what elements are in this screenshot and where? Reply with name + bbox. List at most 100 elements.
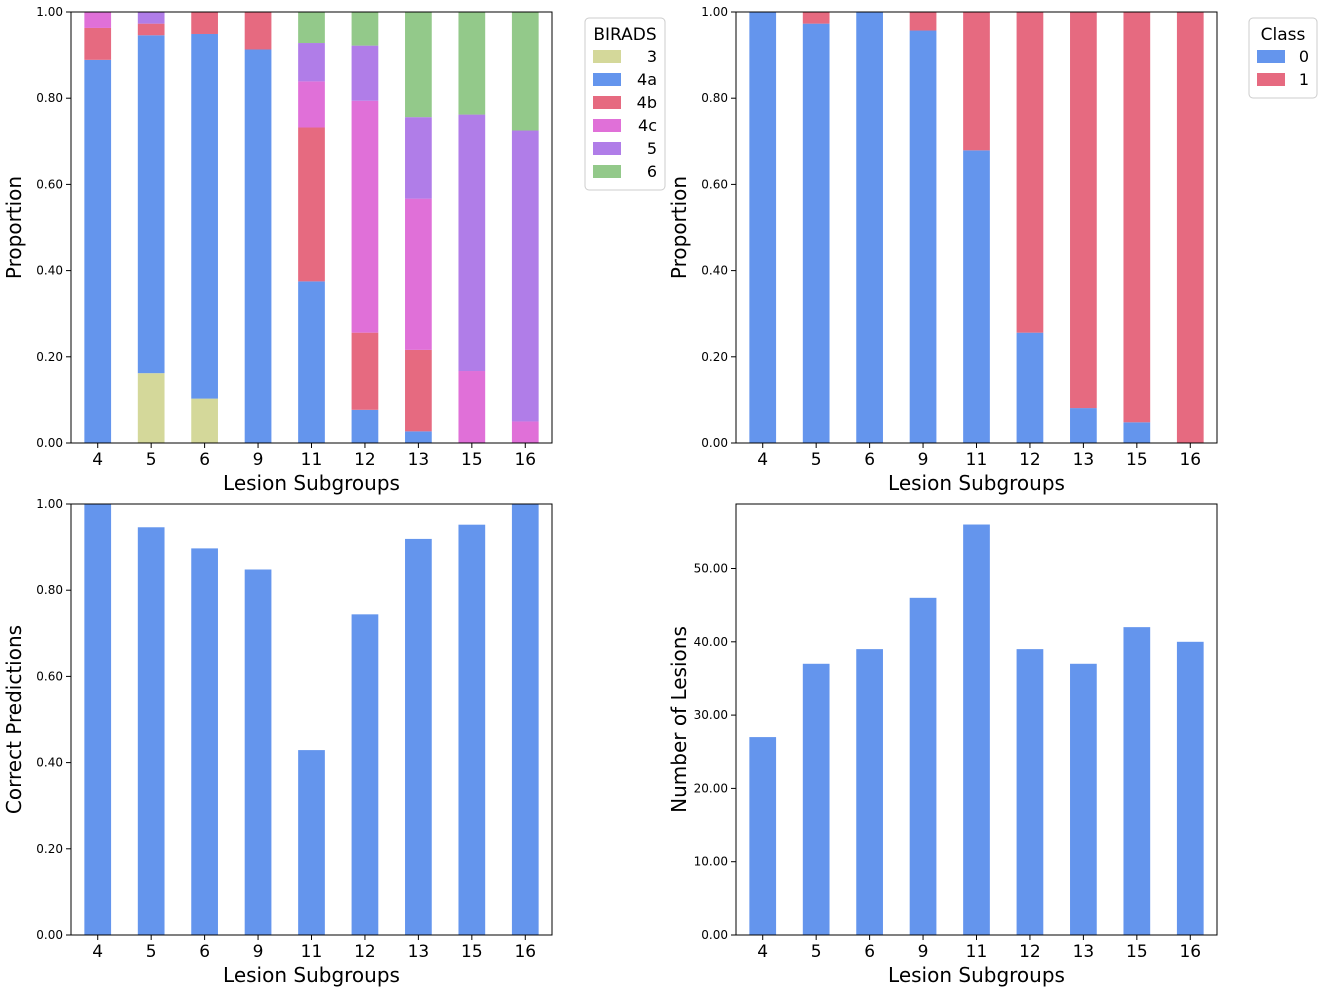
x-tick-label: 5: [146, 450, 157, 470]
legend-swatch-3: [593, 50, 621, 63]
y-tick-label: 50.00: [694, 562, 728, 576]
x-tick-label: 11: [966, 450, 988, 470]
y-tick-label: 0.00: [36, 928, 63, 942]
bar-accuracy-15: [458, 524, 486, 935]
bar-4a-12: [351, 409, 379, 443]
x-tick-label: 4: [92, 450, 103, 470]
legend: BIRADS 3 4a 4b 4c 5 6: [584, 17, 666, 191]
bar-count-12: [1016, 649, 1044, 935]
bar-6-11: [298, 12, 325, 44]
y-tick-label: 0.40: [701, 264, 728, 278]
x-tick-label: 9: [253, 942, 264, 962]
x-axis-label: Lesion Subgroups: [888, 963, 1065, 987]
bar-0-15: [1123, 422, 1151, 443]
y-tick-label: 20.00: [694, 781, 728, 795]
legend: Class 0 1: [1248, 17, 1318, 99]
y-tick-label: 1.00: [36, 497, 63, 511]
bar-accuracy-16: [511, 504, 539, 935]
x-tick-label: 13: [408, 942, 430, 962]
legend-swatch-6: [593, 165, 621, 178]
x-tick-label: 13: [1073, 942, 1095, 962]
y-tick-label: 0.20: [701, 350, 728, 364]
y-tick-label: 40.00: [694, 635, 728, 649]
y-axis-label: Proportion: [667, 176, 691, 279]
bar-0-5: [802, 23, 830, 443]
bar-accuracy-13: [405, 538, 432, 935]
bar-4b-11: [298, 127, 325, 282]
legend-label-4b: 4b: [637, 93, 657, 112]
x-tick-label: 9: [918, 942, 929, 962]
y-tick-label: 0.80: [36, 583, 63, 597]
bar-accuracy-5: [137, 527, 165, 935]
x-tick-label: 16: [514, 450, 536, 470]
bar-4a-5: [137, 35, 165, 374]
bar-0-12: [1016, 332, 1044, 443]
bar-1-16: [1176, 12, 1204, 443]
legend-swatch-0: [1257, 50, 1285, 63]
x-tick-label: 6: [864, 450, 875, 470]
legend-label-1: 1: [1299, 70, 1309, 89]
x-tick-label: 5: [811, 450, 822, 470]
y-tick-label: 0.00: [701, 436, 728, 450]
bar-3-5: [137, 373, 165, 443]
x-tick-label: 15: [1126, 942, 1148, 962]
y-tick-label: 0.20: [36, 842, 63, 856]
bar-1-13: [1070, 12, 1097, 409]
bar-1-12: [1016, 12, 1044, 333]
bar-4b-5: [137, 23, 165, 36]
legend-swatch-1: [1257, 73, 1285, 86]
y-axis-label: Proportion: [2, 176, 26, 279]
bar-4b-9: [244, 12, 272, 50]
bar-accuracy-6: [191, 548, 218, 935]
bar-1-15: [1123, 12, 1151, 423]
x-tick-label: 16: [1179, 942, 1201, 962]
y-tick-label: 10.00: [694, 855, 728, 869]
legend-swatch-4b: [593, 96, 621, 109]
x-tick-label: 12: [1019, 450, 1041, 470]
bar-4a-6: [191, 33, 218, 399]
bar-4c-15: [458, 371, 486, 443]
bar-4a-9: [244, 49, 272, 443]
legend-label-3: 3: [647, 47, 657, 66]
bar-count-15: [1123, 627, 1151, 935]
bar-4b-6: [191, 12, 218, 34]
bar-5-12: [351, 45, 379, 101]
x-tick-label: 4: [92, 942, 103, 962]
bar-accuracy-11: [298, 750, 325, 935]
bar-accuracy-12: [351, 614, 379, 935]
bar-accuracy-4: [84, 504, 112, 935]
legend-label-4c: 4c: [638, 116, 657, 135]
legend-label-4a: 4a: [637, 70, 657, 89]
chart-panel-3: 0.00 0.20 0.40 0.60 0.80 1.00 4 5 6 9 11 12 13 15 16 Le…: [2, 497, 553, 987]
x-tick-label: 12: [354, 450, 376, 470]
bar-5-5: [137, 12, 165, 24]
x-axis-label: Lesion Subgroups: [888, 471, 1065, 495]
bar-1-9: [909, 12, 937, 31]
y-tick-label: 0.80: [701, 91, 728, 105]
y-tick-label: 0.80: [36, 91, 63, 105]
bar-4c-13: [405, 198, 432, 350]
bar-4c-4: [84, 12, 112, 28]
y-tick-label: 0.40: [36, 756, 63, 770]
bar-4a-11: [298, 281, 325, 444]
y-axis-label: Correct Predictions: [2, 625, 26, 814]
bar-0-11: [963, 150, 990, 443]
x-tick-label: 4: [757, 450, 768, 470]
bar-count-4: [749, 737, 777, 935]
x-tick-label: 11: [966, 942, 988, 962]
bar-count-6: [856, 649, 883, 935]
x-tick-label: 16: [1179, 450, 1201, 470]
x-tick-label: 9: [253, 450, 264, 470]
bar-6-12: [351, 12, 379, 46]
bar-4c-16: [511, 421, 539, 443]
legend-title: Class: [1261, 25, 1306, 45]
legend-swatch-4c: [593, 119, 621, 132]
x-tick-label: 6: [199, 942, 210, 962]
y-tick-label: 0.60: [36, 669, 63, 683]
bar-5-13: [405, 117, 432, 199]
chart-panel-1: 0.00 0.20 0.40 0.60 0.80 1.00 4 5 6 9 11 12 13 15 16 Le…: [2, 5, 666, 495]
bar-count-5: [802, 663, 830, 935]
y-tick-label: 1.00: [36, 5, 63, 19]
bar-6-15: [458, 12, 486, 115]
